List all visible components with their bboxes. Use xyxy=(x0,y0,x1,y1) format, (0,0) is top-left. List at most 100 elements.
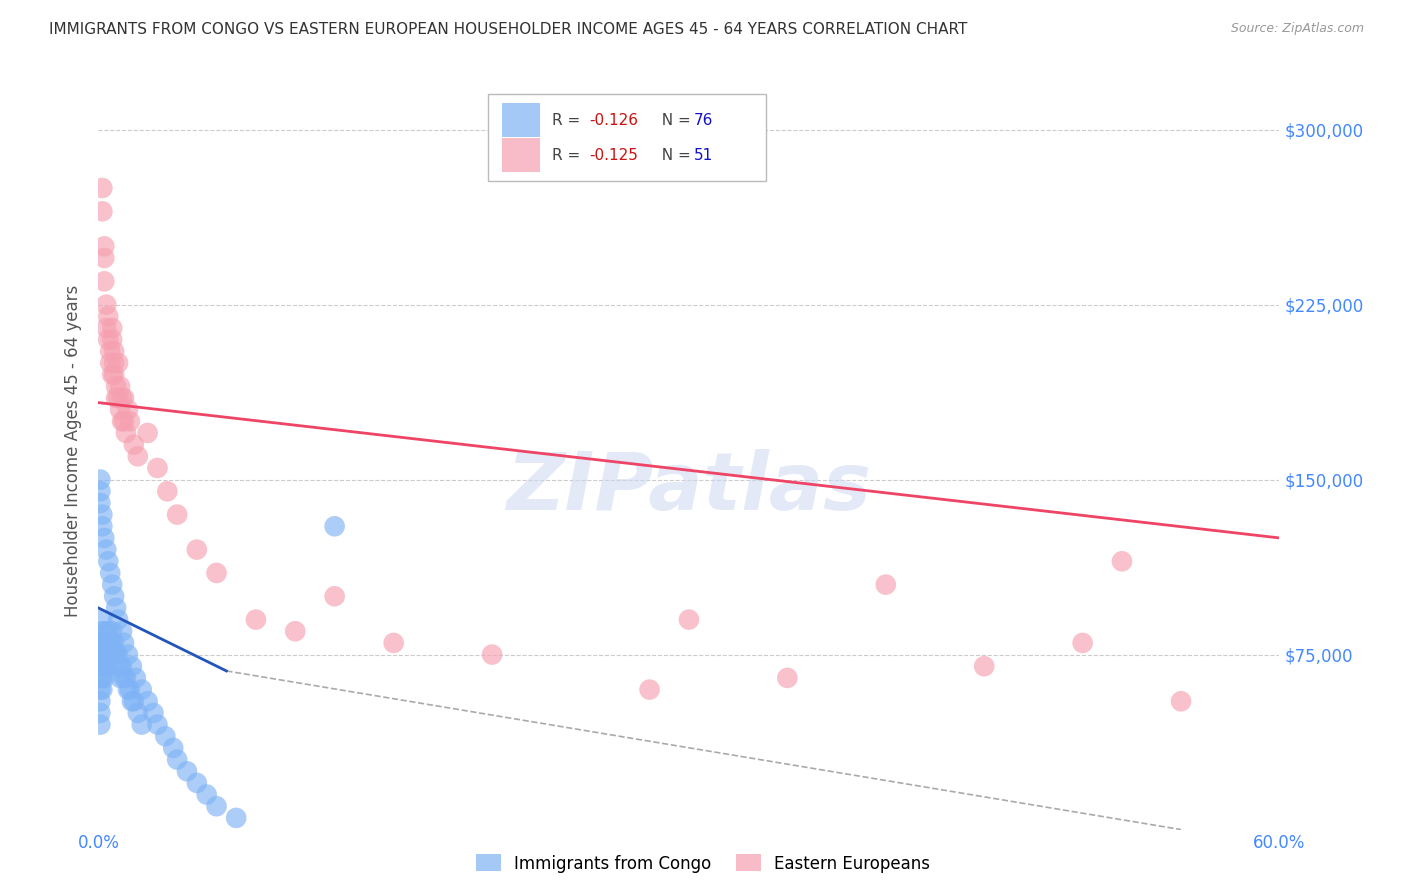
Point xyxy=(156,484,179,499)
Point xyxy=(101,333,124,347)
Text: Source: ZipAtlas.com: Source: ZipAtlas.com xyxy=(1230,22,1364,36)
Point xyxy=(89,659,111,673)
Point xyxy=(93,636,115,650)
Point xyxy=(101,368,124,382)
Point xyxy=(166,753,188,767)
Point xyxy=(103,648,125,662)
Point xyxy=(973,659,995,673)
Point xyxy=(91,671,114,685)
Text: N =: N = xyxy=(652,112,696,128)
Point xyxy=(108,671,131,685)
Point xyxy=(98,566,121,580)
Point xyxy=(875,577,897,591)
Point xyxy=(112,414,135,428)
Text: N =: N = xyxy=(652,148,696,162)
Point xyxy=(103,636,125,650)
Point xyxy=(115,425,138,440)
Point xyxy=(284,624,307,639)
Point xyxy=(105,379,128,393)
Point xyxy=(776,671,799,685)
Point xyxy=(186,776,208,790)
Point xyxy=(186,542,208,557)
Point xyxy=(91,508,114,522)
Point xyxy=(111,391,134,405)
Point xyxy=(118,414,141,428)
Point xyxy=(93,239,115,253)
Point xyxy=(205,566,228,580)
Point xyxy=(97,310,120,324)
Text: -0.125: -0.125 xyxy=(589,148,638,162)
Point xyxy=(98,356,121,370)
Point xyxy=(98,648,121,662)
Point xyxy=(91,519,114,533)
Point xyxy=(91,204,114,219)
Point xyxy=(93,251,115,265)
Point xyxy=(155,729,177,743)
Point xyxy=(93,274,115,288)
Point xyxy=(89,484,111,499)
Text: 76: 76 xyxy=(693,112,713,128)
Point xyxy=(96,298,118,312)
Point xyxy=(121,694,143,708)
Legend: Immigrants from Congo, Eastern Europeans: Immigrants from Congo, Eastern Europeans xyxy=(468,847,938,880)
Point xyxy=(96,321,118,335)
Point xyxy=(91,636,114,650)
Point xyxy=(142,706,165,720)
Point xyxy=(1111,554,1133,568)
Point xyxy=(107,613,129,627)
Point xyxy=(225,811,247,825)
Point xyxy=(1170,694,1192,708)
Point xyxy=(146,461,169,475)
Point xyxy=(112,636,135,650)
Point xyxy=(112,671,135,685)
Point xyxy=(127,706,149,720)
Text: R =: R = xyxy=(553,148,585,162)
Text: -0.126: -0.126 xyxy=(589,112,638,128)
Point xyxy=(91,613,114,627)
Point xyxy=(101,624,124,639)
Point xyxy=(96,636,118,650)
Point xyxy=(91,624,114,639)
Point xyxy=(97,648,120,662)
Point xyxy=(122,694,145,708)
Point xyxy=(96,542,118,557)
Point xyxy=(678,613,700,627)
Point xyxy=(91,181,114,195)
Point xyxy=(117,682,139,697)
Point xyxy=(122,437,145,451)
Point xyxy=(107,648,129,662)
Point xyxy=(166,508,188,522)
Point xyxy=(89,636,111,650)
Point xyxy=(93,659,115,673)
Y-axis label: Householder Income Ages 45 - 64 years: Householder Income Ages 45 - 64 years xyxy=(65,285,83,616)
Point xyxy=(101,577,124,591)
Text: R =: R = xyxy=(553,112,585,128)
Point xyxy=(108,402,131,417)
Point xyxy=(98,344,121,359)
Point xyxy=(103,344,125,359)
Point xyxy=(638,682,661,697)
Point xyxy=(176,764,198,779)
Point xyxy=(91,659,114,673)
Point xyxy=(111,414,134,428)
Point xyxy=(89,473,111,487)
Point xyxy=(382,636,405,650)
Point xyxy=(323,589,346,603)
Point xyxy=(108,379,131,393)
Point xyxy=(127,450,149,464)
Point xyxy=(136,425,159,440)
Point xyxy=(121,659,143,673)
Point xyxy=(91,682,114,697)
Point xyxy=(96,648,118,662)
Point xyxy=(103,368,125,382)
Point xyxy=(125,671,148,685)
Text: IMMIGRANTS FROM CONGO VS EASTERN EUROPEAN HOUSEHOLDER INCOME AGES 45 - 64 YEARS : IMMIGRANTS FROM CONGO VS EASTERN EUROPEA… xyxy=(49,22,967,37)
Point xyxy=(162,740,184,755)
Point xyxy=(105,648,128,662)
Point xyxy=(97,554,120,568)
Point xyxy=(131,682,153,697)
Point xyxy=(103,356,125,370)
Text: 51: 51 xyxy=(693,148,713,162)
Point xyxy=(108,659,131,673)
Point xyxy=(89,717,111,731)
